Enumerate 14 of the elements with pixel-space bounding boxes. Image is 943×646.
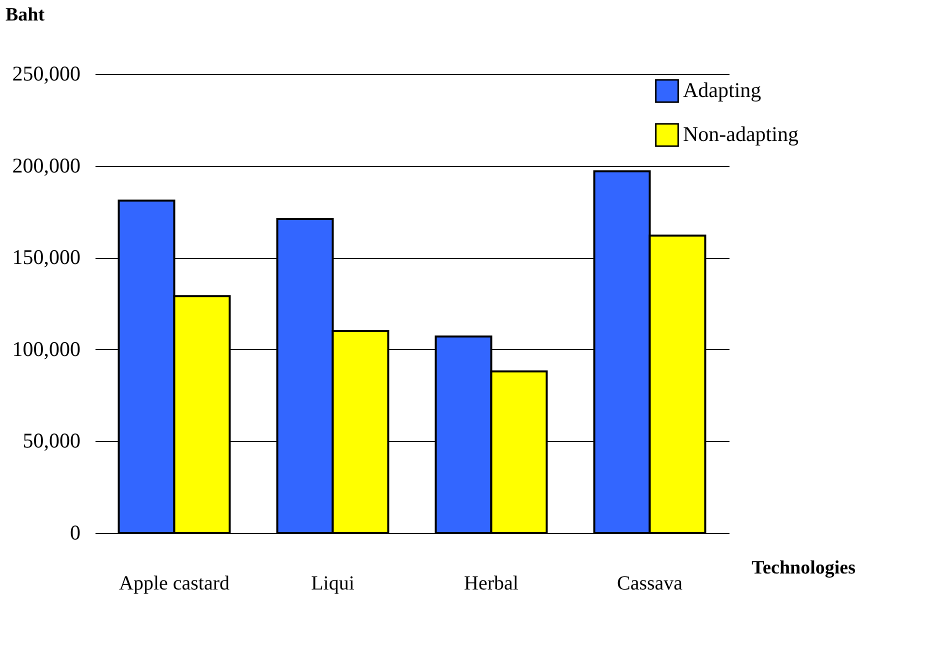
y-tick-label: 250,000 bbox=[12, 62, 80, 86]
legend-label: Adapting bbox=[683, 78, 762, 102]
y-tick-label: 100,000 bbox=[12, 336, 80, 361]
x-tick-label: Apple castard bbox=[118, 572, 230, 594]
x-tick-label: Liqui bbox=[311, 572, 355, 594]
x-tick-label: Herbal bbox=[464, 572, 519, 594]
y-tick-label: 0 bbox=[70, 520, 80, 544]
legend-label: Non-adapting bbox=[683, 122, 799, 146]
x-tick-label: Cassava bbox=[616, 572, 683, 594]
y-axis-title: Baht bbox=[6, 4, 46, 26]
y-tick-label: 150,000 bbox=[12, 245, 80, 270]
x-axis-title: Technologies bbox=[752, 558, 856, 578]
y-tick-label: 200,000 bbox=[12, 153, 80, 178]
y-tick-label: 50,000 bbox=[22, 428, 80, 453]
